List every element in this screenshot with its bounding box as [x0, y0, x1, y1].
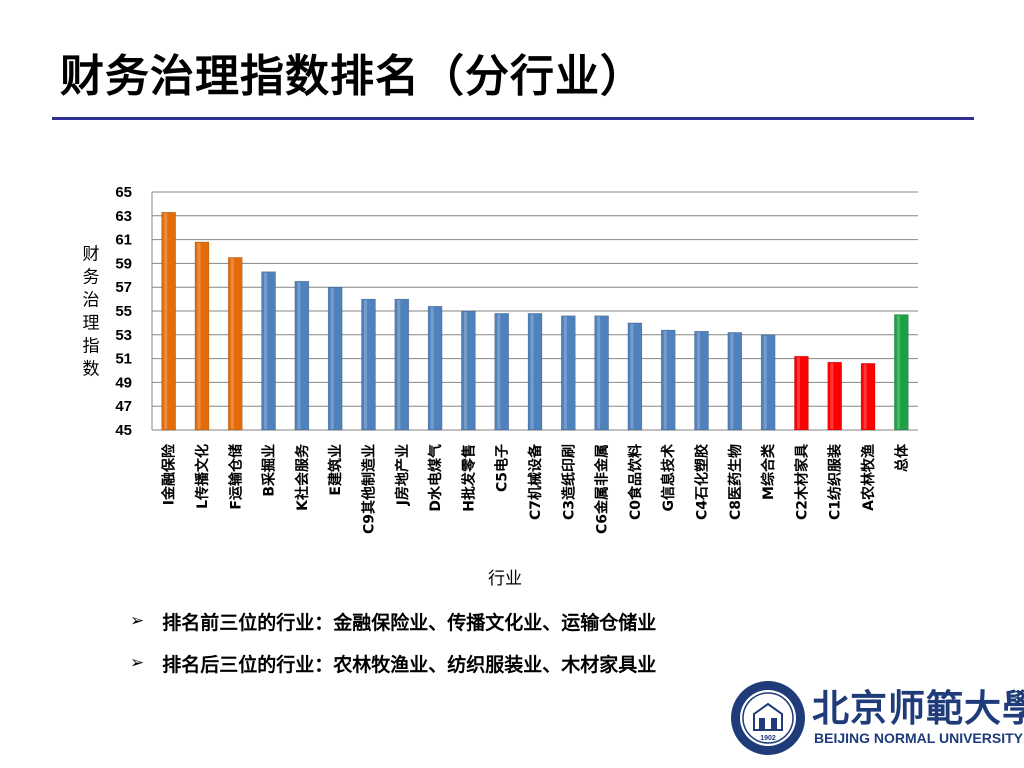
x-tick-label: M综合类	[760, 443, 777, 500]
note-item: ➢ 排名前三位的行业：金融保险业、传播文化业、运输仓储业	[130, 600, 656, 642]
bar-highlight	[497, 314, 501, 429]
bar	[427, 305, 443, 431]
bar-chart: 45 47 49 51 53 55 57 59 61 63 65 财务治理指数 I金融保险 L传播文化 F运…	[83, 184, 918, 589]
bar-highlight	[863, 364, 867, 429]
bar	[894, 314, 909, 431]
bar-highlight	[330, 288, 334, 429]
bar-highlight	[796, 357, 801, 429]
x-tick-label: G信息技术	[660, 444, 677, 512]
x-tick-label: C0食品饮料	[627, 444, 644, 520]
x-tick-label: I金融保险	[161, 443, 178, 505]
bar-highlight	[364, 300, 368, 429]
note-text: 排名前三位的行业：金融保险业、传播文化业、运输仓储业	[162, 611, 657, 634]
note-text: 排名后三位的行业：农林牧渔业、纺织服装业、木材家具业	[162, 653, 657, 676]
y-tick-label: 47	[115, 398, 132, 415]
university-seal-icon: 1902	[731, 681, 805, 755]
y-axis-title: 财务治理指数	[83, 245, 100, 380]
x-tick-label: C5电子	[494, 444, 511, 492]
bar-highlight	[730, 333, 734, 429]
x-tick-label: J房地产业	[394, 444, 411, 506]
bar	[794, 355, 809, 431]
note-item: ➢ 排名后三位的行业：农林牧渔业、纺织服装业、木材家具业	[130, 642, 656, 684]
arrow-bullet-icon: ➢	[130, 611, 145, 631]
university-logo: 1902 北京师範大學 BEIJING NORMAL UNIVERSITY	[728, 678, 1024, 758]
bar-highlight	[230, 258, 234, 429]
bar	[561, 315, 576, 431]
x-tick-label: K社会服务	[294, 443, 311, 511]
bar-highlight	[830, 363, 834, 429]
x-axis-title: 行业	[488, 569, 522, 589]
bar-highlight	[630, 323, 634, 429]
bar-highlight	[430, 307, 434, 429]
bar-highlight	[663, 331, 667, 429]
bar-highlight	[297, 282, 301, 429]
bar-highlight	[763, 335, 767, 429]
y-tick-label: 59	[115, 255, 132, 272]
bar	[827, 361, 843, 431]
bar	[494, 313, 509, 431]
bar	[760, 334, 776, 431]
bar	[660, 329, 676, 431]
y-tick-label: 45	[115, 422, 132, 439]
bar-highlight	[530, 314, 534, 429]
y-tick-label: 57	[115, 279, 132, 296]
bar-highlight	[164, 213, 168, 429]
bar	[227, 257, 243, 431]
bar	[527, 313, 543, 431]
x-tick-label: H批发零售	[460, 444, 477, 512]
x-tick-label: C3造纸印刷	[560, 444, 577, 520]
bar	[727, 332, 743, 431]
y-tick-label: 49	[115, 374, 132, 391]
bar	[294, 280, 310, 431]
bar-highlight	[397, 300, 401, 429]
bar	[461, 310, 476, 431]
y-tick-label: 53	[115, 327, 132, 344]
x-tick-label: F运输仓储	[227, 444, 244, 510]
bar	[627, 322, 643, 431]
bar-highlight	[264, 272, 268, 429]
bar	[594, 315, 609, 431]
university-name-en: BEIJING NORMAL UNIVERSITY	[814, 730, 1023, 746]
bar	[161, 211, 176, 431]
x-tick-label: C4石化塑胶	[694, 444, 711, 520]
x-tick-label: L传播文化	[194, 444, 211, 509]
x-tick-label: C2木材家具	[793, 444, 810, 520]
bar-highlight	[896, 315, 900, 429]
bar-highlight	[563, 316, 567, 429]
arrow-bullet-icon: ➢	[130, 653, 145, 673]
seal-year: 1902	[760, 735, 776, 742]
x-tick-label: 总体	[893, 443, 910, 472]
y-tick-label: 51	[115, 351, 132, 368]
bar	[860, 363, 876, 431]
y-tick-label: 55	[115, 303, 132, 320]
x-tick-label: C8医药生物	[727, 444, 744, 520]
x-tick-label: C1纺织服装	[827, 443, 844, 520]
bar	[694, 330, 709, 431]
x-tick-label: C9其他制造业	[360, 444, 377, 534]
bar-highlight	[697, 332, 701, 429]
y-tick-label: 65	[115, 184, 132, 201]
x-tick-label: E建筑业	[327, 444, 344, 496]
bar	[194, 241, 210, 431]
bar-highlight	[597, 316, 601, 429]
y-tick-label: 63	[115, 208, 132, 225]
bar	[327, 286, 343, 431]
bar	[361, 298, 376, 431]
x-tick-label: C7机械设备	[527, 443, 544, 520]
x-tick-label: C6金属非金属	[594, 444, 611, 534]
university-name-cn: 北京师範大學	[812, 686, 1024, 730]
bar	[394, 298, 410, 431]
slide-title: 财务治理指数排名（分行业）	[60, 51, 645, 102]
bar-highlight	[197, 242, 201, 429]
x-tick-label: B采掘业	[261, 444, 278, 497]
x-tick-label: A农林牧渔	[860, 444, 877, 511]
bar-highlight	[463, 312, 467, 429]
y-tick-label: 61	[115, 232, 132, 249]
bar	[261, 271, 276, 431]
title-rule	[52, 117, 974, 120]
notes-list: ➢ 排名前三位的行业：金融保险业、传播文化业、运输仓储业 ➢ 排名后三位的行业：…	[130, 600, 656, 684]
x-tick-label: D水电煤气	[427, 444, 444, 512]
